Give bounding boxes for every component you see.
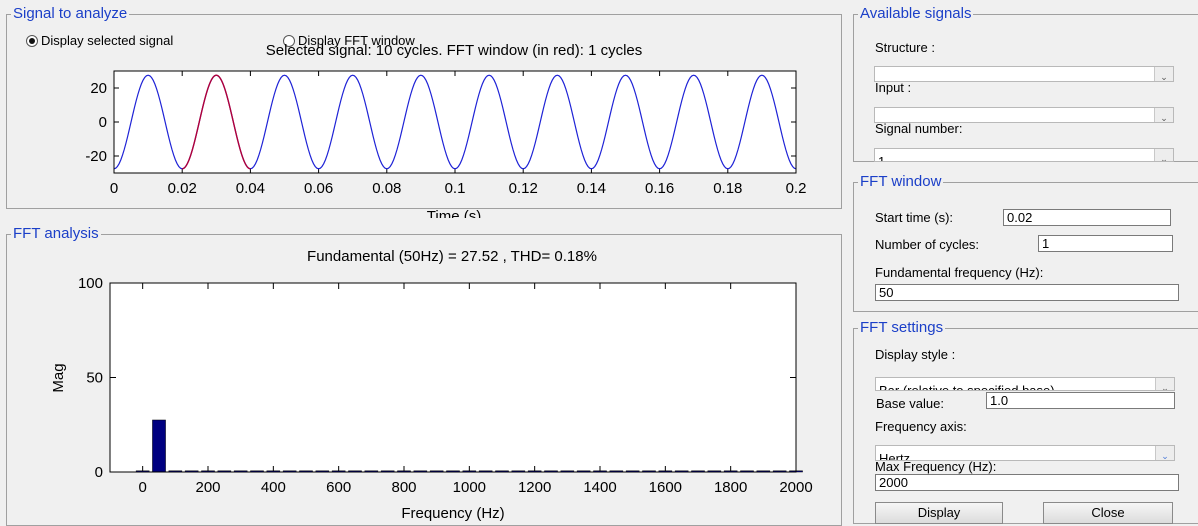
chevron-down-icon: ⌄ [1154, 108, 1173, 122]
input-label: Input : [875, 80, 912, 95]
time-x-tick-label: 0.18 [713, 180, 742, 197]
time-x-tick-label: 0.06 [304, 180, 333, 197]
fft-y-tick-label: 0 [95, 464, 103, 481]
fft-settings-title: FFT settings [860, 319, 944, 336]
fft-window-title: FFT window [860, 173, 942, 190]
time-x-tick-label: 0.04 [236, 180, 265, 197]
fft-x-tick-label: 400 [261, 479, 286, 496]
signal-number-label: Signal number: [875, 121, 963, 136]
time-x-tick-label: 0.14 [577, 180, 606, 197]
fund-freq-input[interactable]: 50 [875, 284, 1179, 301]
start-time-label: Start time (s): [875, 210, 954, 225]
time-x-tick-label: 0.12 [509, 180, 538, 197]
close-button[interactable]: Close [1043, 502, 1173, 524]
display-selected-signal-radio[interactable]: Display selected signal [26, 33, 173, 48]
freq-axis-label: Frequency axis: [875, 419, 967, 434]
time-x-tick-label: 0 [110, 180, 118, 197]
fft-x-tick-label: 1200 [518, 479, 551, 496]
fft-chart-title: Fundamental (50Hz) = 27.52 , THD= 0.18% [307, 248, 597, 265]
chevron-down-icon: ⌄ [1154, 67, 1173, 81]
display-style-label: Display style : [875, 347, 956, 362]
time-y-tick-label: 0 [99, 114, 107, 131]
structure-label: Structure : [875, 40, 935, 55]
fft-plot-area [109, 282, 797, 473]
fft-group-title: FFT analysis [13, 225, 99, 242]
fft-x-axis-label: Frequency (Hz) [401, 505, 504, 522]
time-signal-chart: Selected signal: 10 cycles. FFT window (… [85, 42, 807, 218]
display-style-dropdown[interactable]: Bar (relative to specified base) ⌄ [875, 377, 1175, 391]
fft-x-tick-label: 1600 [649, 479, 682, 496]
fft-x-tick-label: 200 [195, 479, 220, 496]
radio-selected-icon [26, 34, 38, 47]
freq-axis-value: Hertz [879, 451, 911, 461]
max-freq-label: Max Frequency (Hz): [875, 459, 997, 474]
fft-x-tick-label: 600 [326, 479, 351, 496]
display-fft-window-label: Display FFT window [298, 33, 415, 48]
base-value-input[interactable]: 1.0 [986, 392, 1175, 409]
fft-y-tick-label: 100 [78, 275, 103, 292]
signal-to-analyze-group: Signal to analyze [6, 6, 842, 209]
base-value-label: Base value: [876, 396, 944, 411]
max-freq-input[interactable]: 2000 [875, 474, 1179, 491]
fft-window-waveform [182, 74, 251, 170]
fft-y-axis-label: Mag [50, 363, 67, 392]
input-dropdown[interactable]: ⌄ [874, 107, 1174, 123]
display-selected-signal-label: Display selected signal [41, 33, 174, 48]
start-time-input[interactable]: 0.02 [1003, 209, 1171, 226]
fft-x-tick-label: 1000 [453, 479, 486, 496]
display-button[interactable]: Display [875, 502, 1003, 524]
time-chart-title: Selected signal: 10 cycles. FFT window (… [266, 42, 643, 59]
time-y-tick-label: 20 [90, 80, 107, 97]
fft-x-tick-label: 0 [138, 479, 146, 496]
time-x-axis-label: Time (s) [427, 208, 481, 218]
fft-x-tick-label: 1800 [714, 479, 747, 496]
num-cycles-input[interactable]: 1 [1038, 235, 1173, 252]
available-signals-title: Available signals [860, 5, 972, 22]
time-x-tick-label: 0.2 [786, 180, 807, 197]
fft-bar [152, 419, 166, 473]
fund-freq-label: Fundamental frequency (Hz): [875, 265, 1044, 280]
display-fft-window-radio[interactable]: Display FFT window [283, 33, 415, 48]
fft-spectrum-chart: Fundamental (50Hz) = 27.52 , THD= 0.18% … [50, 248, 813, 522]
time-y-tick-label: -20 [85, 148, 107, 165]
time-x-tick-label: 0.1 [445, 180, 466, 197]
chevron-down-icon: ⌄ [1154, 149, 1173, 161]
chevron-down-icon: ⌄ [1155, 446, 1174, 460]
fft-window-group: FFT window [853, 174, 1198, 312]
fft-x-tick-label: 800 [391, 479, 416, 496]
time-x-tick-label: 0.08 [372, 180, 401, 197]
signal-group-title: Signal to analyze [13, 5, 128, 22]
display-style-value: Bar (relative to specified base) [879, 383, 1055, 391]
signal-number-dropdown[interactable]: 1 ⌄ [874, 148, 1174, 162]
fft-x-tick-label: 1400 [583, 479, 616, 496]
time-x-tick-label: 0.02 [168, 180, 197, 197]
radio-unselected-icon [283, 34, 295, 47]
chevron-down-icon: ⌄ [1155, 378, 1174, 390]
time-x-tick-label: 0.16 [645, 180, 674, 197]
signal-number-value: 1 [878, 154, 886, 162]
num-cycles-label: Number of cycles: [875, 237, 980, 252]
fft-x-tick-label: 2000 [779, 479, 812, 496]
time-plot-area [113, 70, 797, 174]
fft-y-tick-label: 50 [86, 370, 103, 387]
structure-dropdown[interactable]: ⌄ [874, 66, 1174, 82]
freq-axis-dropdown[interactable]: Hertz ⌄ [875, 445, 1175, 461]
